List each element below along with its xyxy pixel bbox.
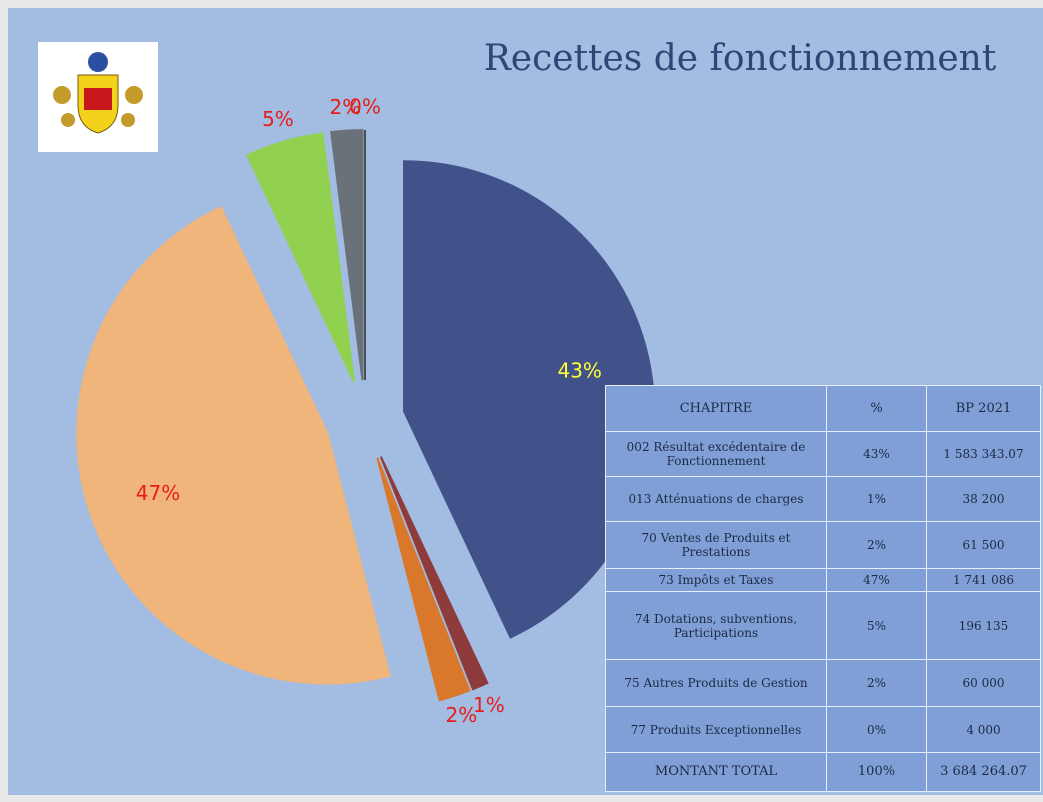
slice-label: 1% [473,693,505,717]
pie-slice [379,456,489,691]
slice-label: 43% [557,359,601,383]
table-cell: 013 Atténuations de charges [605,476,827,522]
table-cell: 47% [826,568,927,592]
table-cell: 74 Dotations, subventions, Participation… [605,591,827,660]
table-row: 013 Atténuations de charges 1% 38 200 [605,476,1041,522]
table-cell: 73 Impôts et Taxes [605,568,827,592]
pie-slice [403,160,656,639]
pie-slice [330,129,364,381]
table-row: 73 Impôts et Taxes 47% 1 741 086 [605,568,1041,592]
table-cell: 77 Produits Exceptionnelles [605,706,827,753]
slice-label: 47% [136,481,180,505]
table-cell: 3 684 264.07 [926,752,1041,792]
table-cell: 1% [826,476,927,522]
slice-label: 0% [349,95,381,119]
table-cell: 196 135 [926,591,1041,660]
logo [38,42,158,152]
table-cell: 5% [826,591,927,660]
table-cell: 100% [826,752,927,792]
table-cell: 43% [826,431,927,477]
table-cell: 2% [826,521,927,569]
table-cell: 75 Autres Produits de Gestion [605,659,827,707]
pie-slice [76,206,391,685]
table-cell: 70 Ventes de Produits et Prestations [605,521,827,569]
slice-label: 2% [446,703,478,727]
table-cell: 1 741 086 [926,568,1041,592]
table-cell: 002 Résultat excédentaire de Fonctionnem… [605,431,827,477]
table-cell: 38 200 [926,476,1041,522]
header-cell: CHAPITRE [605,385,827,432]
header-cell: % [826,385,927,432]
table-row: 002 Résultat excédentaire de Fonctionnem… [605,431,1041,477]
slice-label: 5% [262,107,294,131]
table-row: 70 Ventes de Produits et Prestations 2% 61… [605,521,1041,569]
pie: 43%1%2%47%5% 2%0% [76,95,656,727]
chart-title: Recettes de fonctionnement [484,38,997,79]
table-cell: 0% [826,706,927,753]
table-cell: 60 000 [926,659,1041,707]
table-cell: 61 500 [926,521,1041,569]
table-cell: 4 000 [926,706,1041,753]
header-cell: BP 2021 [926,385,1041,432]
slice-label: 2% [330,95,362,119]
table-cell: 2% [826,659,927,707]
table-row: 77 Produits Exceptionnelles 0% 4 000 [605,706,1041,753]
table-cell: 1 583 343.07 [926,431,1041,477]
pie-slice [246,132,355,383]
table-row: 75 Autres Produits de Gestion 2% 60 000 [605,659,1041,707]
table-cell: MONTANT TOTAL [605,752,827,792]
pie-slice [376,457,471,702]
data-table: CHAPITRE% BP 2021 002 Résultat excédentair… [605,385,1041,792]
table-row: CHAPITRE% BP 2021 [605,385,1041,432]
table-row: MONTANT TOTAL 100% 3 684 264.07 [605,752,1041,792]
table-row: 74 Dotations, subventions, Participation… [605,591,1041,660]
